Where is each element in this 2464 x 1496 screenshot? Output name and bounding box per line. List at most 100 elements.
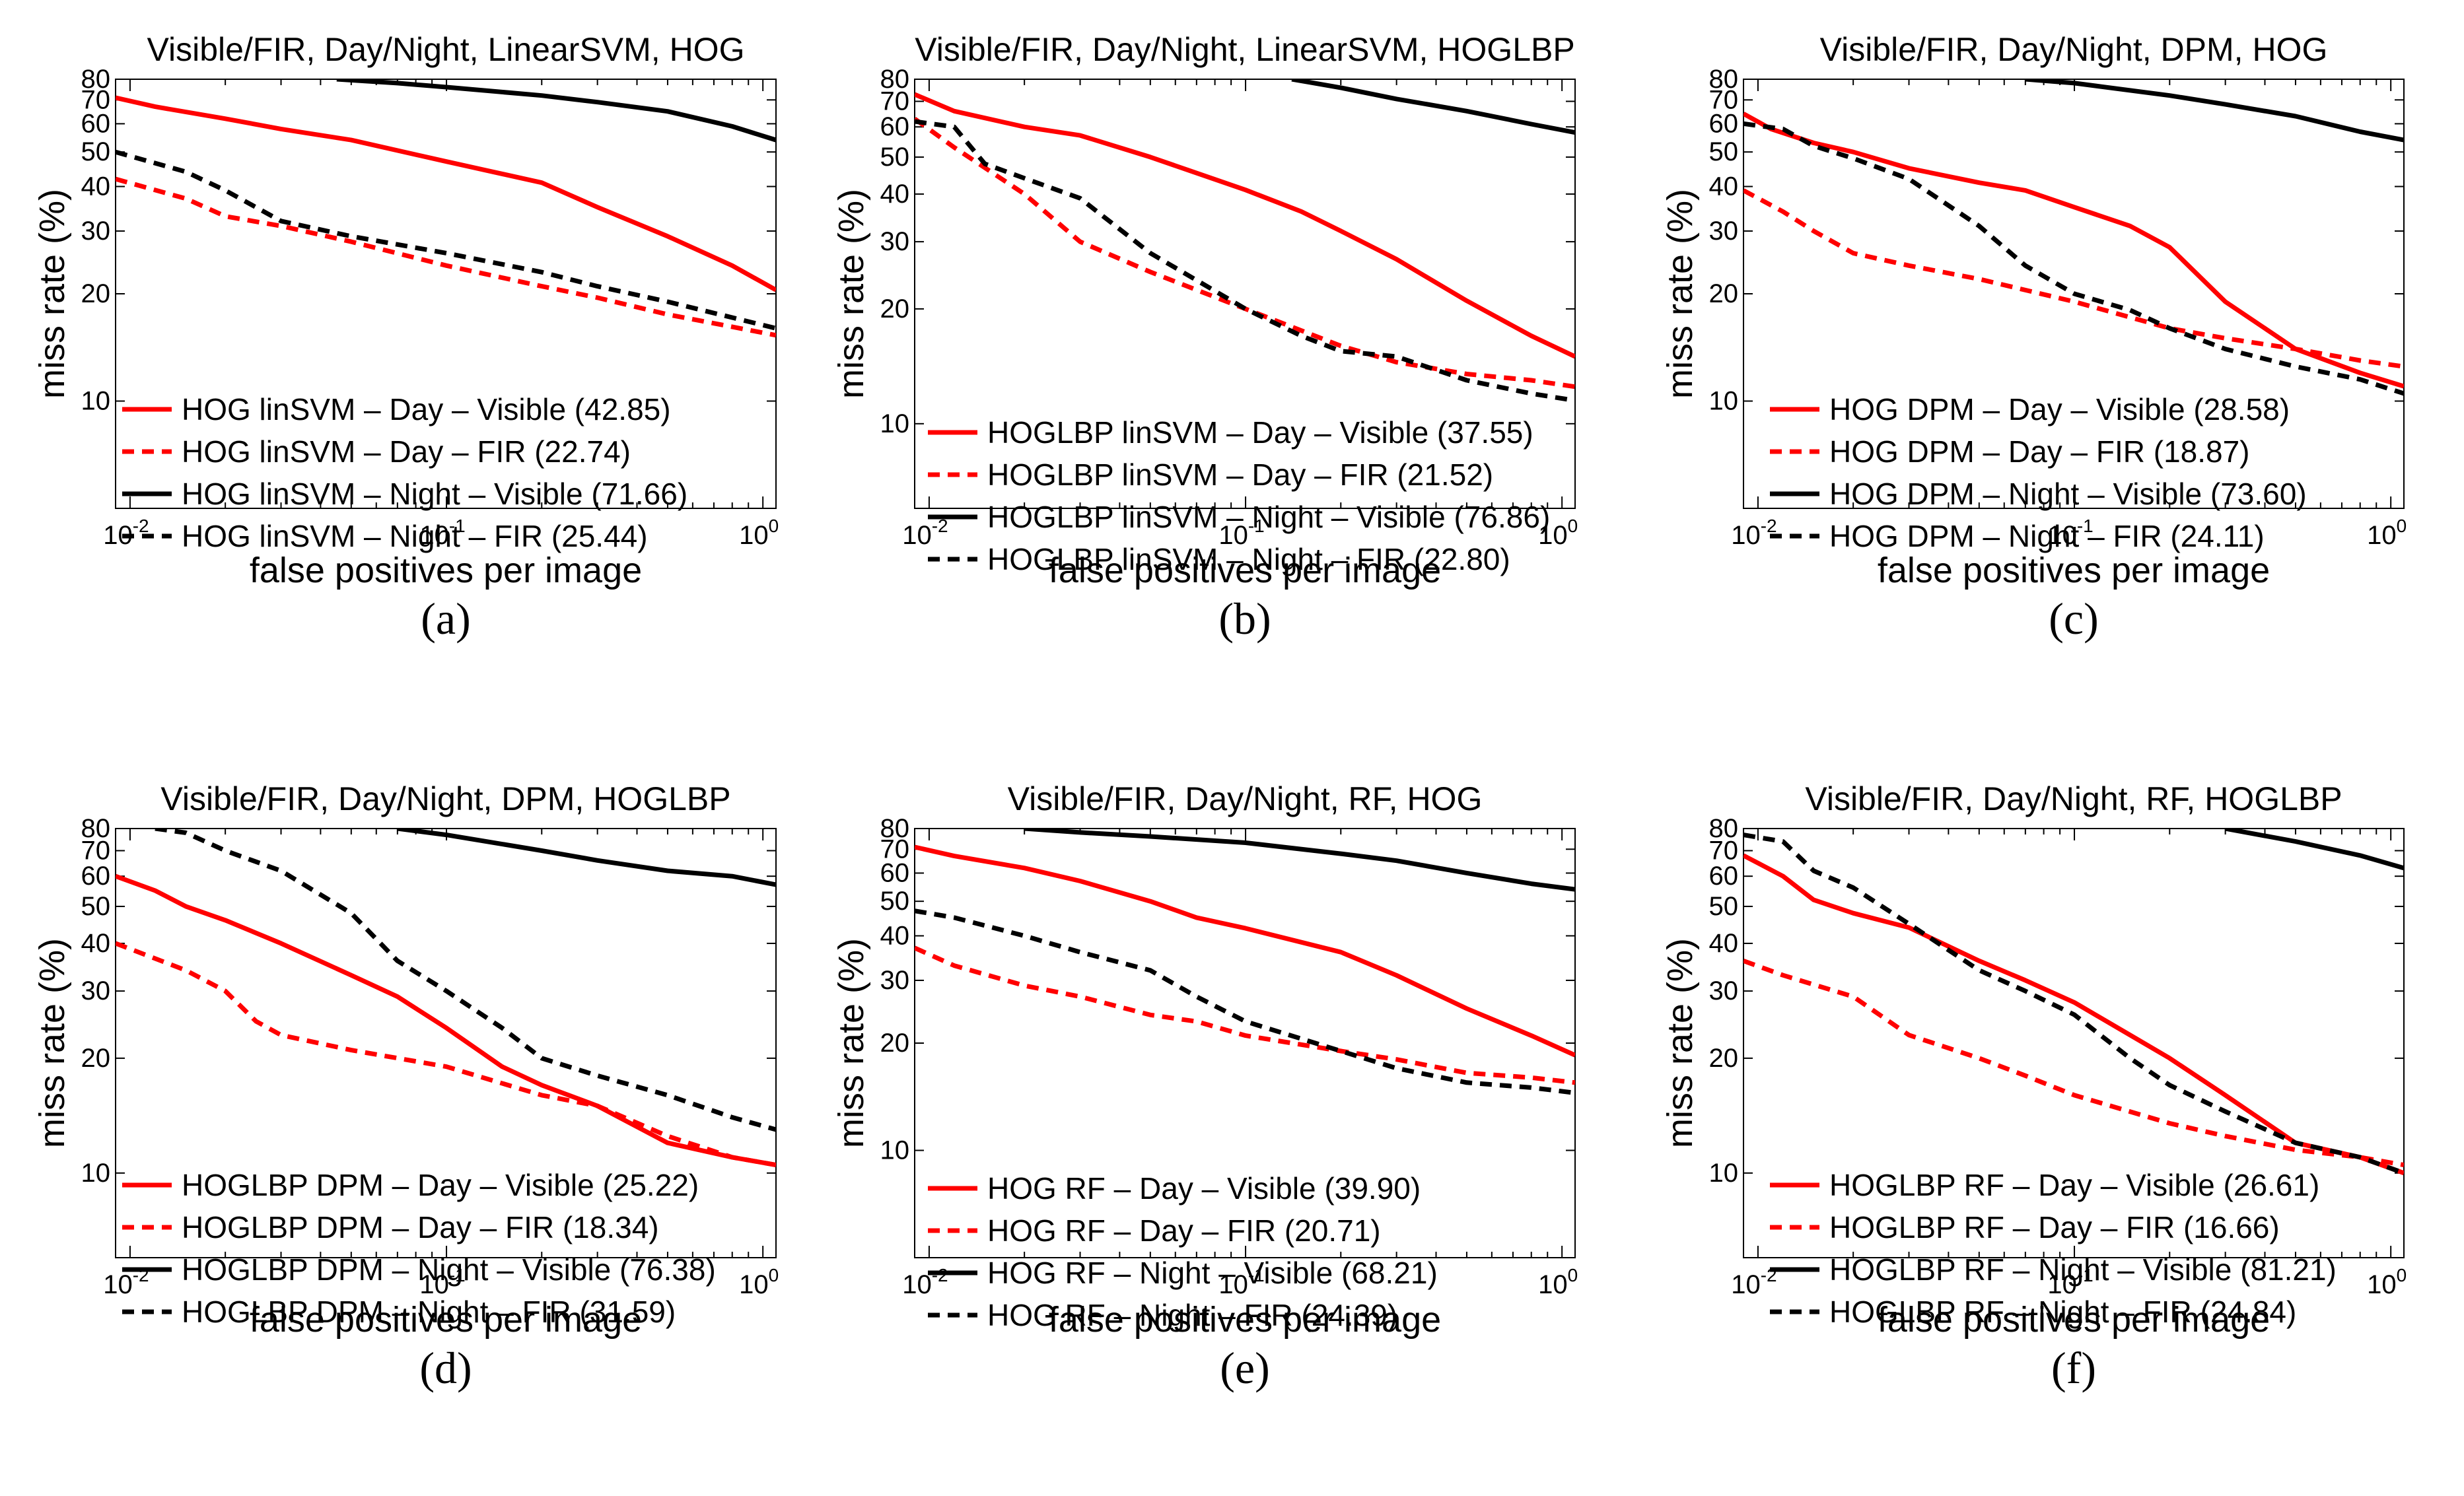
x-tick-base: 10 xyxy=(1218,1270,1248,1299)
panel-d: Visible/FIR, Day/Night, DPM, HOGLBP (d) 10… xyxy=(32,780,779,1393)
y-tick-label: 10 xyxy=(81,1159,111,1188)
y-tick-label: 40 xyxy=(880,922,910,951)
x-tick-exponent: 0 xyxy=(769,516,779,536)
y-tick-label: 30 xyxy=(81,976,111,1005)
y-tick-label: 50 xyxy=(1709,137,1739,166)
y-tick-label: 50 xyxy=(880,143,910,172)
x-tick-label: 100 xyxy=(1538,1265,1578,1299)
panel-caption: (c) xyxy=(2049,594,2098,644)
series-line-3 xyxy=(397,829,776,887)
x-tick-base: 10 xyxy=(1731,1270,1761,1299)
x-tick-label: 10-1 xyxy=(419,1265,465,1299)
x-axis-label: false positives per image xyxy=(1878,551,2270,590)
y-tick-label: 10 xyxy=(1709,1159,1739,1188)
y-tick-label: 70 xyxy=(1709,85,1739,114)
x-tick-exponent: 0 xyxy=(1568,1265,1578,1285)
y-tick-label: 60 xyxy=(1709,109,1739,138)
x-tick-base: 10 xyxy=(2367,521,2397,550)
y-tick-label: 80 xyxy=(1709,814,1739,843)
legend-entry: HOG DPM – Night – FIR (24.11) xyxy=(1829,519,2265,553)
y-tick-label: 80 xyxy=(81,814,111,843)
y-tick-label: 10 xyxy=(81,387,111,416)
series-group xyxy=(915,79,1575,403)
x-tick-base: 10 xyxy=(419,1270,449,1299)
series-line-2 xyxy=(116,176,776,338)
y-tick-label: 20 xyxy=(880,294,910,323)
x-tick-exponent: 0 xyxy=(1568,516,1578,536)
y-tick-label: 20 xyxy=(81,279,111,308)
x-axis-label: false positives per image xyxy=(1878,1300,2270,1340)
legend-entry: HOG RF – Night – FIR (24.39) xyxy=(987,1298,1397,1332)
y-tick-label: 30 xyxy=(880,227,910,256)
x-tick-base: 10 xyxy=(419,521,449,550)
y-tick-label: 80 xyxy=(880,814,910,843)
series-line-1 xyxy=(116,873,776,1168)
legend-entry: HOG DPM – Day – FIR (18.87) xyxy=(1829,434,2250,469)
x-tick-exponent: 0 xyxy=(2397,1265,2407,1285)
x-tick-label: 100 xyxy=(739,516,779,550)
series-line-2 xyxy=(116,941,776,1168)
series-line-3 xyxy=(2025,79,2404,143)
x-tick-exponent: -1 xyxy=(2077,1265,2094,1285)
axes-frame xyxy=(1743,828,2405,1258)
legend-entry: HOG linSVM – Day – FIR (22.74) xyxy=(182,434,631,469)
x-tick-exponent: -2 xyxy=(1761,516,1777,536)
chart-title: Visible/FIR, Day/Night, DPM, HOG xyxy=(1820,31,2328,68)
x-tick-label: 10-1 xyxy=(1218,1265,1264,1299)
y-tick-label: 80 xyxy=(880,65,910,94)
x-tick-label: 100 xyxy=(2367,1265,2407,1299)
y-tick-label: 40 xyxy=(81,172,111,201)
y-tick-label: 70 xyxy=(880,87,910,116)
y-tick-label: 30 xyxy=(1709,976,1739,1005)
y-tick-label: 60 xyxy=(1709,862,1739,891)
x-tick-label: 100 xyxy=(1538,516,1578,550)
y-axis-label: miss rate (%) xyxy=(1660,938,1700,1148)
legend-entry: HOG RF – Day – Visible (39.90) xyxy=(987,1171,1421,1206)
x-tick-exponent: -1 xyxy=(2077,516,2094,536)
series-line-2 xyxy=(915,117,1575,390)
legend-entry: HOG linSVM – Night – FIR (25.44) xyxy=(182,519,648,553)
y-tick-label: 40 xyxy=(81,929,111,958)
x-tick-base: 10 xyxy=(2047,1270,2077,1299)
legend-entry: HOG RF – Day – FIR (20.71) xyxy=(987,1213,1381,1248)
series-line-4 xyxy=(155,829,776,1132)
panel-caption: (f) xyxy=(2051,1343,2096,1393)
y-tick-label: 10 xyxy=(1709,387,1739,416)
legend-entry: HOGLBP DPM – Night – FIR (31.59) xyxy=(182,1295,676,1329)
y-tick-label: 20 xyxy=(1709,1044,1739,1073)
y-tick-label: 60 xyxy=(81,862,111,891)
panel-caption: (d) xyxy=(419,1343,472,1393)
series-line-3 xyxy=(2224,829,2404,871)
x-tick-exponent: -1 xyxy=(1248,516,1265,536)
y-tick-label: 30 xyxy=(1709,217,1739,246)
x-tick-base: 10 xyxy=(902,1270,932,1299)
y-tick-label: 10 xyxy=(880,409,910,438)
series-line-4 xyxy=(915,908,1575,1095)
x-tick-base: 10 xyxy=(1538,1270,1568,1299)
x-tick-exponent: -1 xyxy=(449,1265,466,1285)
series-group xyxy=(915,829,1575,1095)
x-tick-base: 10 xyxy=(2047,521,2077,550)
x-tick-exponent: 0 xyxy=(2397,516,2407,536)
x-tick-label: 10-2 xyxy=(1731,1265,1777,1299)
legend-entry: HOGLBP linSVM – Day – Visible (37.55) xyxy=(987,415,1533,450)
axes-frame xyxy=(914,79,1576,509)
y-tick-label: 40 xyxy=(880,180,910,209)
y-tick-label: 60 xyxy=(81,109,111,138)
legend-entry: HOGLBP RF – Day – Visible (26.61) xyxy=(1829,1168,2319,1202)
y-tick-label: 70 xyxy=(1709,836,1739,866)
chart-title: Visible/FIR, Day/Night, RF, HOG xyxy=(1008,780,1483,817)
x-tick-label: 10-2 xyxy=(902,1265,948,1299)
legend-entry: HOGLBP RF – Night – Visible (81.21) xyxy=(1829,1252,2337,1287)
legend-entry: HOGLBP DPM – Day – FIR (18.34) xyxy=(182,1210,659,1244)
series-line-1 xyxy=(915,844,1575,1058)
x-tick-base: 10 xyxy=(1538,521,1568,550)
x-tick-label: 100 xyxy=(2367,516,2407,550)
x-tick-exponent: -2 xyxy=(133,516,149,536)
series-group xyxy=(1743,79,2404,396)
series-line-4 xyxy=(116,149,776,331)
x-axis-label: false positives per image xyxy=(1049,551,1441,590)
legend-entry: HOG linSVM – Night – Visible (71.66) xyxy=(182,477,687,511)
panel-b: Visible/FIR, Day/Night, LinearSVM, HOGLB… xyxy=(831,31,1578,644)
chart-title: Visible/FIR, Day/Night, LinearSVM, HOGLB… xyxy=(915,31,1574,68)
